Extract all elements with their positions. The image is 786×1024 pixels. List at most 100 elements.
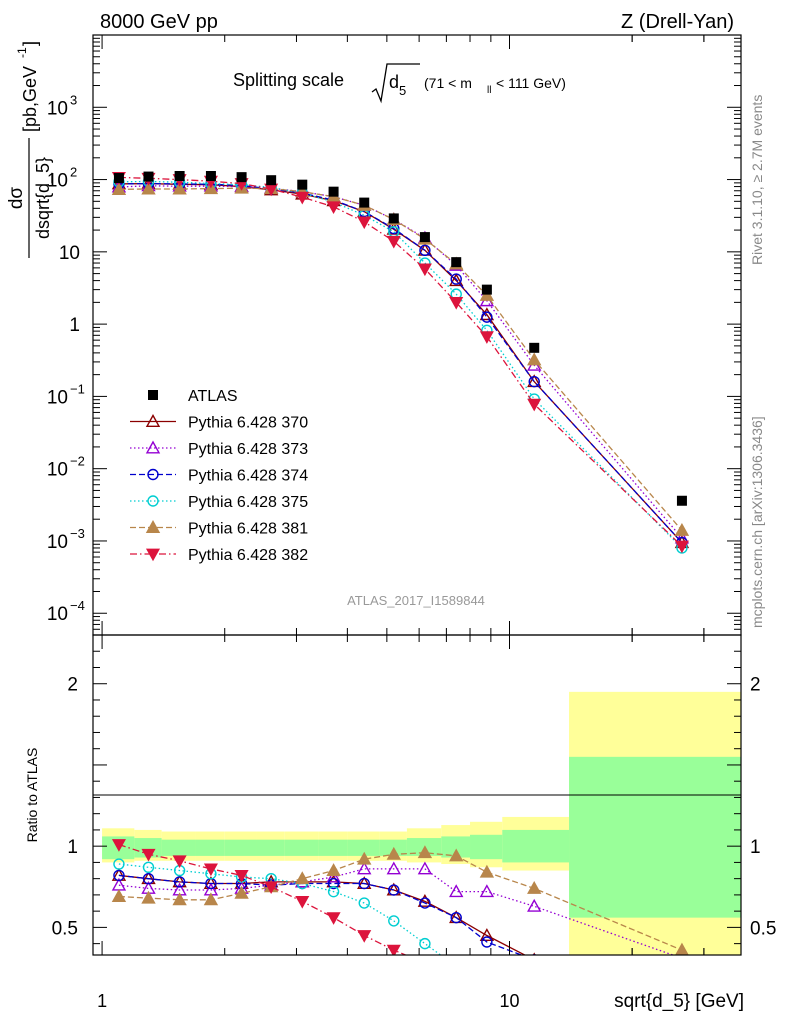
legend-marker [147,468,159,481]
y-tick-label-top: 10 [47,460,68,481]
title-sub: 5 [399,83,406,98]
series-line-top [118,185,683,539]
y-tick-label-top: 10 [47,604,68,625]
series-point-ratio [481,979,493,990]
band-green [284,839,319,856]
series-point-top [111,181,127,195]
legend-label: Pythia 6.428 375 [188,494,308,511]
series-point-ratio [419,897,431,909]
series-line-ratio [118,874,524,955]
series-point-ratio [417,861,433,875]
series-point-ratio [203,863,218,877]
atlas-data-point [676,495,687,506]
y-tick-label-top: 10 [47,171,68,192]
series-point-ratio [419,958,431,969]
series-point-top [419,244,431,257]
series-point-ratio [172,855,187,869]
uncertainty-bands [102,691,741,955]
series-point-ratio [529,979,539,989]
legend-marker [145,548,161,562]
mcplots-credit: mcplots.cern.ch [arXiv:1306.3436] [749,416,765,628]
legend-marker [145,440,161,454]
y-tick-label-bottom-right: 2 [750,675,761,696]
series-line-ratio [118,863,442,955]
band-green [224,839,257,856]
series-point-ratio [417,893,433,907]
series-point-top [674,522,690,536]
band-green [569,756,741,918]
band-green [441,836,471,858]
series-point-ratio [531,954,538,955]
y-axis-label-top: dσ dsqrt{d_5} [pb,GeV -1 ] [6,41,54,258]
series-point-ratio [111,839,126,852]
title-var: d [389,72,399,92]
series-point-top [479,331,494,344]
series-point-top [449,273,464,287]
ratio-series [111,839,689,995]
series-point-top [417,263,432,277]
series-point-ratio [417,845,433,859]
analysis-label: ATLAS_2017_I1589844 [347,593,485,608]
series-point-ratio [173,876,186,888]
atlas-data-point [529,342,540,353]
atlas-data-point [359,197,370,208]
legend-label: Pythia 6.428 370 [188,415,308,432]
series-point-ratio [358,877,370,890]
series-point-top [450,273,462,285]
atlas-data-point [388,213,399,224]
series-point-ratio [450,911,462,924]
series-point-ratio [527,898,542,912]
series-point-ratio [449,848,464,862]
y-tick-label-bottom-right: 1 [750,837,761,858]
band-green [502,829,570,863]
atlas-data-point [297,179,308,190]
band-green [256,839,285,856]
series-point-ratio [111,889,127,903]
series-point-ratio [142,872,155,885]
ylabel-numerator: dσ [6,187,27,210]
band-green [347,839,380,856]
band-green [318,839,348,856]
series-point-ratio [203,892,219,906]
series-point-top [527,398,542,412]
legend-label: Pythia 6.428 382 [188,547,308,564]
series-point-ratio [451,961,461,971]
y-tick-label-top: 10 [47,98,68,119]
series-point-ratio [113,858,125,870]
series-point-ratio [326,869,341,883]
series-point-top [449,296,464,310]
series-point-ratio [677,973,687,983]
series-point-ratio [141,848,156,862]
title-range-right: < 111 GeV) [496,75,566,91]
series-point-ratio [386,944,401,955]
series-point-ratio [172,892,187,906]
legend-label: Pythia 6.428 374 [188,468,308,485]
y-tick-label-bottom: 0.5 [52,918,78,939]
series-point-ratio [327,877,340,890]
band-green [134,838,162,858]
y-tick-label-top: 10 [47,532,68,553]
y-axis-label-bottom: Ratio to ATLAS [24,748,40,843]
x-axis-label: sqrt{d_5} [GeV] [614,991,744,1012]
atlas-data-point [174,171,185,182]
series-point-ratio [358,897,370,909]
plot-frame-top [92,34,742,636]
series-point-top [527,352,542,366]
series-point-ratio [528,984,540,995]
atlas-data-point [113,173,124,184]
series-point-ratio [357,930,372,943]
series-point-ratio [326,863,341,877]
series-point-ratio [141,890,156,904]
title-range-left: (71 < m [424,75,472,91]
ylabel-unit-left: [pb,GeV [20,66,40,132]
title: Splitting scale d 5 (71 < m ll < 111 GeV… [233,63,566,104]
series-point-ratio [527,880,542,894]
series-point-ratio [295,895,310,909]
series-point-ratio [481,936,493,948]
y-tick-label-exp: 3 [70,92,77,107]
y-tick-label-top: 10 [47,387,68,408]
legend-label: Pythia 6.428 373 [188,441,308,458]
legend-label: Pythia 6.428 381 [188,521,308,538]
series-point-ratio [295,871,310,885]
